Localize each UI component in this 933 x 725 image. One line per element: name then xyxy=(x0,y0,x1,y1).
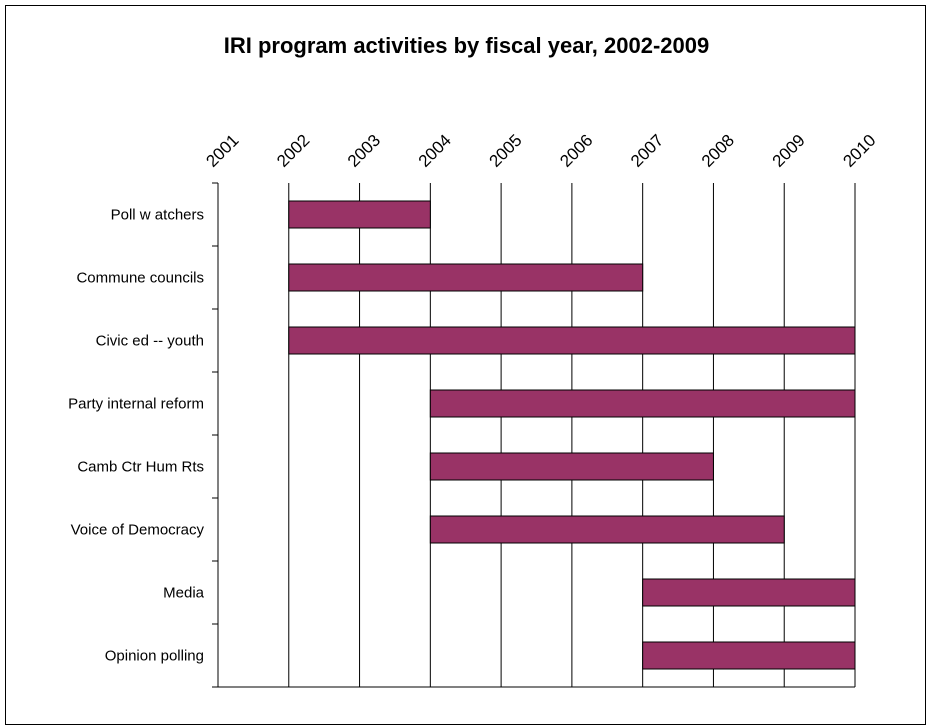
x-tick-label-2010: 2010 xyxy=(839,131,879,171)
category-label-6: Voice of Democracy xyxy=(71,522,205,539)
bar-1 xyxy=(288,200,431,229)
category-label-3: Civic ed -- youth xyxy=(96,333,204,350)
category-label-4: Party internal reform xyxy=(68,396,204,413)
x-tick-label-2008: 2008 xyxy=(698,131,738,171)
category-label-8: Opinion polling xyxy=(105,648,204,665)
bar-7 xyxy=(642,578,856,607)
bars xyxy=(288,200,856,670)
category-label-2: Commune councils xyxy=(76,270,204,287)
x-tick-label-2003: 2003 xyxy=(344,131,384,171)
bar-6 xyxy=(429,515,785,544)
axes xyxy=(212,182,855,688)
bar-3 xyxy=(288,326,856,355)
category-label-7: Media xyxy=(163,585,205,602)
grid-lines xyxy=(288,183,856,687)
x-tick-label-2007: 2007 xyxy=(627,131,667,171)
category-label-5: Camb Ctr Hum Rts xyxy=(77,459,204,476)
bar-4 xyxy=(429,389,856,418)
x-tick-labels: 2001 2002 2003 2004 2005 2006 2007 2008 2009 2010 xyxy=(202,131,879,171)
x-tick-label-2009: 2009 xyxy=(769,131,809,171)
category-labels: Poll w atchers Commune councils Civic ed -… xyxy=(68,207,205,665)
x-tick-label-2006: 2006 xyxy=(556,131,596,171)
chart-title: IRI program activities by fiscal year, 2… xyxy=(223,33,710,58)
x-tick-label-2002: 2002 xyxy=(273,131,313,171)
bar-5 xyxy=(429,452,714,481)
bar-2 xyxy=(288,263,644,292)
x-tick-label-2005: 2005 xyxy=(486,131,526,171)
category-label-1: Poll w atchers xyxy=(111,207,204,224)
bar-8 xyxy=(642,641,856,670)
x-tick-label-2004: 2004 xyxy=(415,131,455,171)
x-tick-label-2001: 2001 xyxy=(202,131,242,171)
chart-plot: 2001 2002 2003 2004 2005 2006 2007 2008 2009 2010… xyxy=(68,131,880,688)
